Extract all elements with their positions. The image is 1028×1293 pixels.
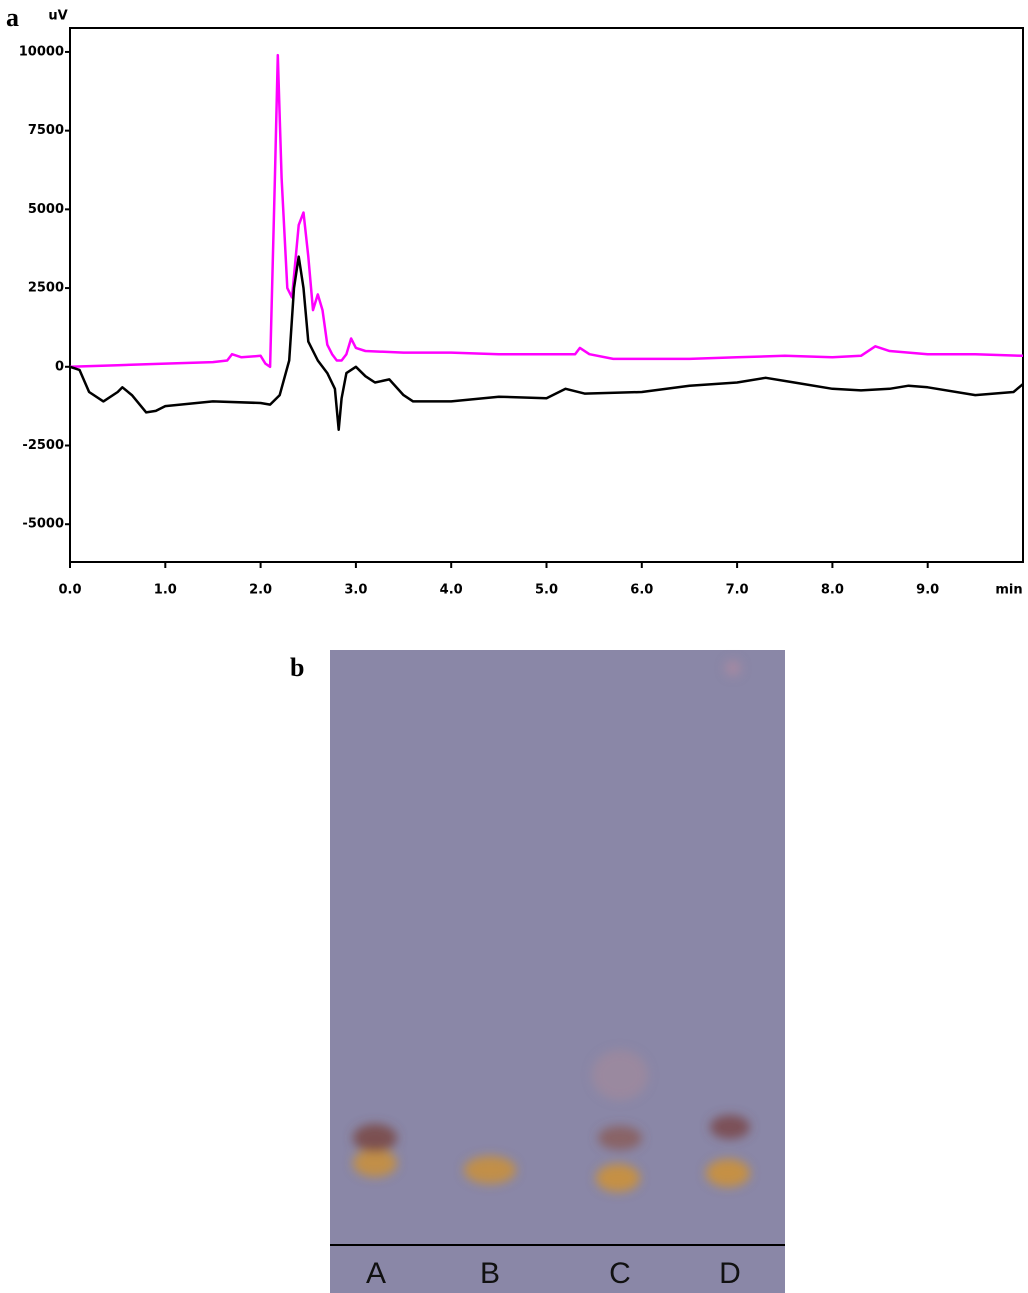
y-tick-label: 7500: [28, 123, 64, 138]
plot-frame: [69, 27, 1024, 563]
chart: -5000 -2500 0 2500 5000 7500 10000 0.0 1.0 2.0 3.0…: [19, 44, 1024, 598]
y-tick-label: 5000: [28, 202, 64, 217]
lane-label: D: [719, 1257, 741, 1290]
x-tick-label: 2.0: [249, 583, 272, 598]
x-tick-label: 5.0: [535, 583, 558, 598]
spots: [353, 660, 750, 1192]
lane-label: B: [480, 1257, 500, 1290]
lane-label: C: [609, 1257, 631, 1290]
y-tick-label: 0: [55, 359, 64, 374]
x-tick-label: 8.0: [821, 583, 844, 598]
y-tick-label: -2500: [22, 438, 64, 453]
plate: [330, 650, 785, 1293]
tlc-plate: b A B C D: [290, 650, 785, 1293]
y-tick-label: 10000: [19, 44, 64, 59]
lane-label: A: [366, 1257, 386, 1290]
x-tick-label: 6.0: [630, 583, 653, 598]
x-tick-label: 3.0: [344, 583, 367, 598]
y-unit: uV: [48, 9, 67, 24]
panel-label: a: [6, 3, 19, 32]
x-tick-label: 9.0: [916, 583, 939, 598]
panel-label: b: [290, 653, 304, 682]
y-tick-label: -5000: [22, 517, 64, 532]
x-tick-label: 1.0: [154, 583, 177, 598]
y-tick-label: 2500: [28, 281, 64, 296]
x-tick-label: 0.0: [58, 583, 81, 598]
x-tick-label: 7.0: [726, 583, 749, 598]
x-unit: min: [995, 583, 1022, 598]
line-series: [69, 53, 1024, 369]
line-series: [69, 255, 1024, 432]
x-tick-label: 4.0: [440, 583, 463, 598]
